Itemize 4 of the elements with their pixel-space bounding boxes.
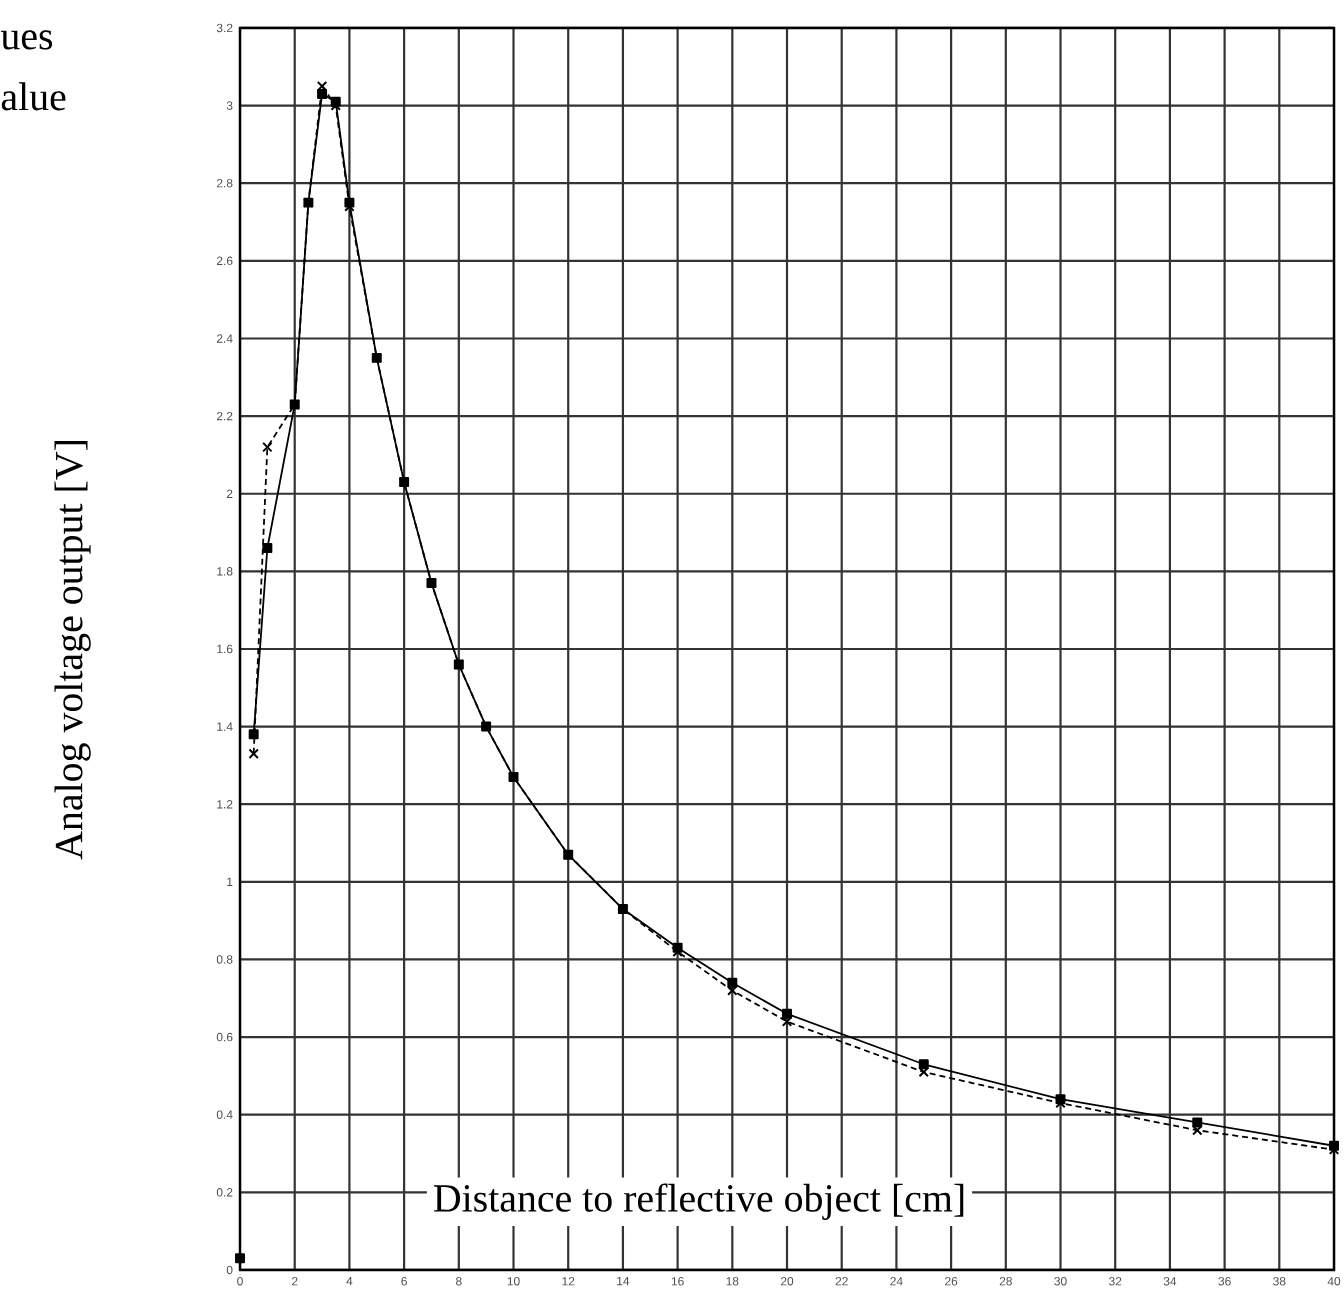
text: ues (0, 30, 53, 50)
y-axis-title: Analog voltage output [V] (54, 441, 91, 860)
text: alue (1, 82, 66, 111)
x-axis-title: Distance to reflective object [cm] (434, 1183, 964, 1220)
